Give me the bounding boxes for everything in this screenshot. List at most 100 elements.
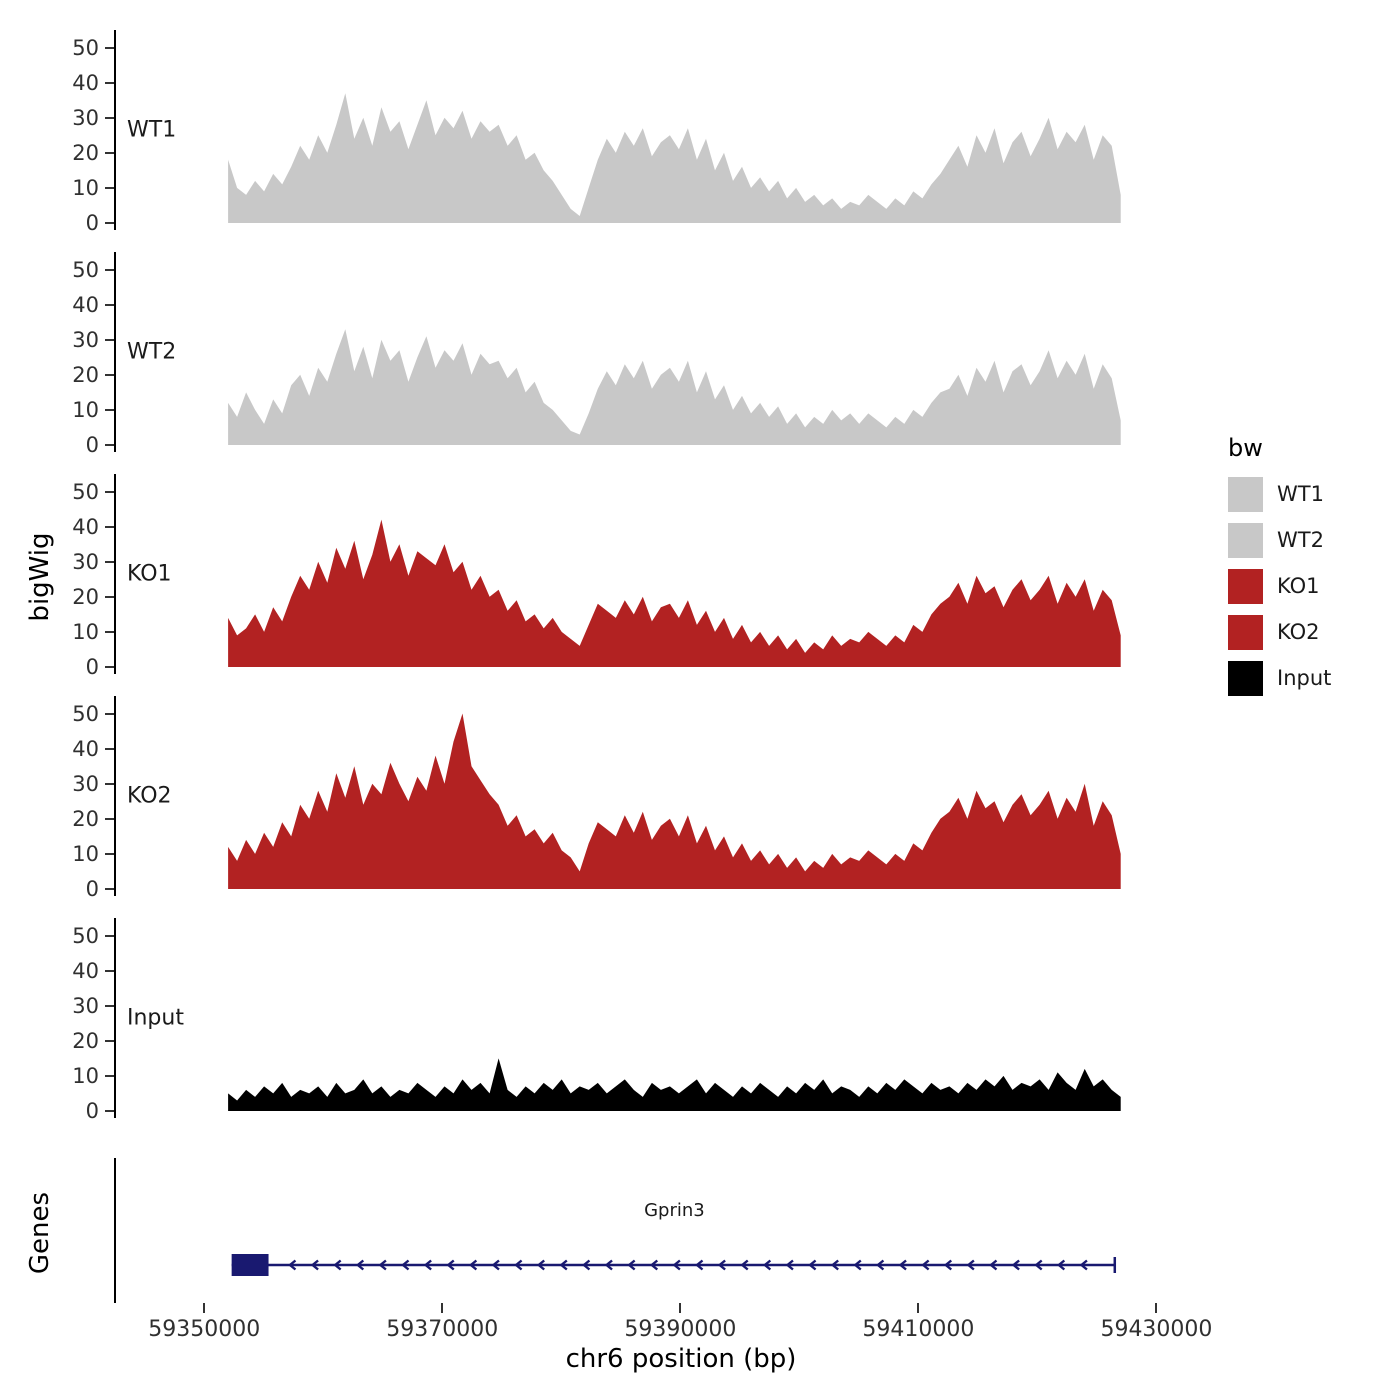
panel-input: 0 10 20 30 40 50 Input [0,918,1400,1123]
y-tick-mark [105,560,114,563]
legend-label: KO1 [1277,574,1320,598]
y-tick-label: 20 [72,1028,99,1053]
y-tick-mark [105,338,114,341]
y-tick-mark [105,186,114,189]
legend-swatch-ko2 [1228,614,1263,650]
legend-label: KO2 [1277,620,1320,644]
panel-wt1: 0 10 20 30 40 50 WT1 [0,30,1400,235]
gene-name-label: Gprin3 [644,1200,705,1221]
y-tick-mark [105,887,114,890]
coverage-area-ko1 [228,519,1121,667]
y-tick-label: 40 [72,292,99,317]
y-tick-label: 20 [72,362,99,387]
y-tick-mark [105,747,114,750]
x-tick-label: 59430000 [1100,1317,1213,1342]
y-tick-label: 10 [72,175,99,200]
genes-axis-line [114,1158,116,1303]
y-tick-label: 0 [85,876,99,901]
x-tick-mark [917,1303,920,1313]
y-tick-mark [105,852,114,855]
legend-swatch-wt1 [1228,476,1263,512]
y-tick-label: 0 [85,654,99,679]
y-tick-label: 20 [72,140,99,165]
x-tick-label: 59350000 [148,1317,261,1342]
y-tick-mark [105,525,114,528]
y-tick-label: 10 [72,841,99,866]
y-tick-mark [105,595,114,598]
y-tick-mark [105,1039,114,1042]
legend-swatch-ko1 [1228,568,1263,604]
y-axis-line [114,696,116,896]
legend-item-wt2: WT2 [1228,522,1331,558]
y-tick-mark [105,151,114,154]
coverage-area-wt2 [228,329,1121,445]
y-tick-label: 50 [72,479,99,504]
y-tick-label: 10 [72,1063,99,1088]
y-tick-mark [105,1074,114,1077]
coverage-area-wt1 [228,93,1121,223]
y-tick-mark [105,373,114,376]
y-tick-label: 50 [72,257,99,282]
y-tick-label: 40 [72,514,99,539]
y-tick-mark [105,630,114,633]
y-tick-label: 50 [72,923,99,948]
legend-label: WT1 [1277,482,1324,506]
track-label-ko1: KO1 [127,561,172,587]
track-label-ko2: KO2 [127,783,172,809]
y-tick-label: 0 [85,210,99,235]
panel-wt2: 0 10 20 30 40 50 WT2 [0,252,1400,457]
y-tick-label: 50 [72,701,99,726]
legend-swatch-wt2 [1228,522,1263,558]
panel-genes: Gprin3 [0,1158,1400,1303]
x-tick-mark [203,1303,206,1313]
legend-label: Input [1277,666,1332,690]
x-axis-title: chr6 position (bp) [565,1344,797,1374]
y-tick-mark [105,116,114,119]
legend-item-input: Input [1228,660,1331,696]
y-tick-mark [105,712,114,715]
legend-swatch-input [1228,660,1263,696]
x-tick-label: 59370000 [386,1317,499,1342]
legend-label: WT2 [1277,528,1324,552]
y-tick-mark [105,665,114,668]
legend-title: bw [1228,434,1263,462]
y-tick-mark [105,443,114,446]
coverage-area-input [228,1058,1121,1111]
y-tick-mark [105,817,114,820]
y-tick-mark [105,934,114,937]
y-tick-label: 30 [72,105,99,130]
track-label-wt1: WT1 [127,117,177,143]
y-tick-mark [105,81,114,84]
legend-item-ko1: KO1 [1228,568,1331,604]
x-tick-mark [441,1303,444,1313]
y-tick-mark [105,1109,114,1112]
x-tick-mark [679,1303,682,1313]
y-tick-label: 10 [72,619,99,644]
y-axis-line [114,474,116,674]
y-tick-label: 40 [72,70,99,95]
y-tick-mark [105,408,114,411]
x-tick-mark [1155,1303,1158,1313]
y-tick-mark [105,969,114,972]
x-tick-label: 59390000 [624,1317,737,1342]
y-tick-mark [105,221,114,224]
y-tick-mark [105,303,114,306]
track-label-input: Input [127,1005,184,1031]
y-tick-label: 0 [85,1098,99,1123]
y-tick-label: 40 [72,736,99,761]
y-tick-label: 20 [72,584,99,609]
y-axis-line [114,252,116,452]
y-tick-label: 0 [85,432,99,457]
y-tick-label: 20 [72,806,99,831]
legend-item-ko2: KO2 [1228,614,1331,650]
y-tick-mark [105,46,114,49]
y-tick-label: 30 [72,549,99,574]
x-tick-label: 59410000 [862,1317,975,1342]
legend-item-wt1: WT1 [1228,476,1331,512]
y-tick-label: 50 [72,35,99,60]
y-tick-mark [105,268,114,271]
panel-ko2: 0 10 20 30 40 50 KO2 [0,696,1400,901]
panel-ko1: 0 10 20 30 40 50 KO1 [0,474,1400,679]
y-tick-mark [105,490,114,493]
